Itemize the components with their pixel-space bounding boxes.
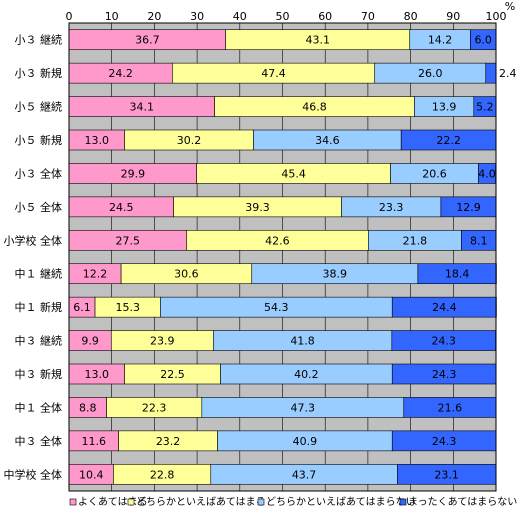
data-label: 24.5 (109, 201, 134, 214)
bar-segment (485, 62, 497, 84)
data-label: 43.7 (292, 468, 317, 481)
legend-swatch (399, 498, 407, 506)
category-label: 中３ 全体 (15, 434, 63, 448)
data-label: 22.3 (142, 401, 167, 414)
x-tick-label: 70 (361, 10, 375, 23)
data-label: 13.0 (85, 368, 110, 381)
category-label: 中１ 継続 (15, 267, 63, 281)
legend-label: まったくあてはまらない (408, 496, 517, 508)
data-label: 47.4 (261, 67, 286, 80)
data-label: 12.9 (456, 201, 481, 214)
data-label: 8.1 (470, 234, 488, 247)
data-label: 12.2 (83, 268, 108, 281)
category-label: 中３ 継続 (15, 334, 63, 348)
category-label: 中３ 新規 (15, 367, 63, 381)
data-label: 38.9 (323, 268, 348, 281)
x-tick-label: 10 (105, 10, 119, 23)
data-label: 2.4 (499, 67, 517, 80)
data-label: 13.9 (432, 101, 457, 114)
category-label: 小３ 継続 (15, 33, 63, 47)
data-label: 22.8 (150, 468, 175, 481)
data-label: 30.6 (174, 268, 199, 281)
category-label: 中１ 全体 (15, 400, 63, 414)
data-label: 47.3 (291, 401, 316, 414)
x-tick-label: 20 (147, 10, 161, 23)
x-tick-label: 60 (318, 10, 332, 23)
data-label: 36.7 (135, 34, 160, 47)
data-label: 18.4 (445, 268, 470, 281)
data-label: 23.2 (156, 435, 181, 448)
x-tick-label: 50 (276, 10, 290, 23)
category-label: 小３ 新規 (15, 66, 63, 80)
data-label: 23.1 (434, 468, 459, 481)
data-label: 4.0 (478, 167, 496, 180)
data-label: 26.0 (418, 67, 443, 80)
data-label: 23.9 (150, 335, 175, 348)
category-label: 小３ 全体 (15, 166, 63, 180)
data-label: 43.1 (305, 34, 330, 47)
data-label: 9.9 (81, 335, 99, 348)
data-label: 6.1 (73, 301, 91, 314)
data-label: 42.6 (265, 234, 290, 247)
data-label: 39.3 (245, 201, 270, 214)
x-tick-label: 40 (233, 10, 247, 23)
data-label: 15.3 (115, 301, 140, 314)
category-label: 小５ 新規 (15, 133, 63, 147)
x-tick-label: 100 (486, 10, 507, 23)
data-label: 5.2 (476, 101, 494, 114)
data-label: 46.8 (302, 101, 327, 114)
data-label: 54.3 (264, 301, 289, 314)
legend-swatch (69, 498, 77, 506)
data-label: 29.9 (121, 167, 146, 180)
data-label: 22.5 (160, 368, 185, 381)
data-label: 30.2 (177, 134, 202, 147)
data-label: 21.8 (403, 234, 428, 247)
data-label: 23.3 (379, 201, 404, 214)
category-label: 小学校 全体 (4, 233, 63, 247)
category-label: 中１ 新規 (15, 300, 63, 314)
data-label: 14.2 (428, 34, 453, 47)
data-label: 20.6 (422, 167, 447, 180)
x-unit-label: % (505, 0, 515, 13)
data-label: 8.8 (79, 401, 97, 414)
data-label: 22.2 (436, 134, 461, 147)
data-label: 24.3 (432, 435, 457, 448)
data-label: 40.9 (293, 435, 318, 448)
category-label: 小５ 全体 (15, 200, 63, 214)
data-label: 34.6 (315, 134, 340, 147)
data-label: 24.2 (108, 67, 133, 80)
category-label: 小５ 継続 (15, 100, 63, 114)
data-label: 40.2 (294, 368, 319, 381)
data-label: 24.4 (432, 301, 457, 314)
plot-border (68, 22, 497, 492)
data-label: 24.3 (432, 368, 457, 381)
data-label: 41.8 (290, 335, 315, 348)
data-label: 11.6 (82, 435, 107, 448)
legend-swatch (127, 498, 135, 506)
x-tick-label: 0 (66, 10, 73, 23)
data-label: 13.0 (85, 134, 110, 147)
data-label: 24.3 (431, 335, 456, 348)
data-label: 10.4 (79, 468, 104, 481)
x-tick-label: 90 (446, 10, 460, 23)
data-label: 45.4 (281, 167, 306, 180)
x-tick-label: 80 (404, 10, 418, 23)
data-label: 6.0 (474, 34, 492, 47)
legend-label: どちらかといえばあてはまる (136, 496, 266, 508)
legend-swatch (257, 498, 265, 506)
data-label: 27.5 (115, 234, 140, 247)
legend-label: どちらかといえばあてはまらない (266, 496, 416, 508)
x-tick-label: 30 (190, 10, 204, 23)
category-label: 中学校 全体 (4, 467, 63, 481)
data-label: 21.6 (438, 401, 463, 414)
data-label: 34.1 (130, 101, 155, 114)
